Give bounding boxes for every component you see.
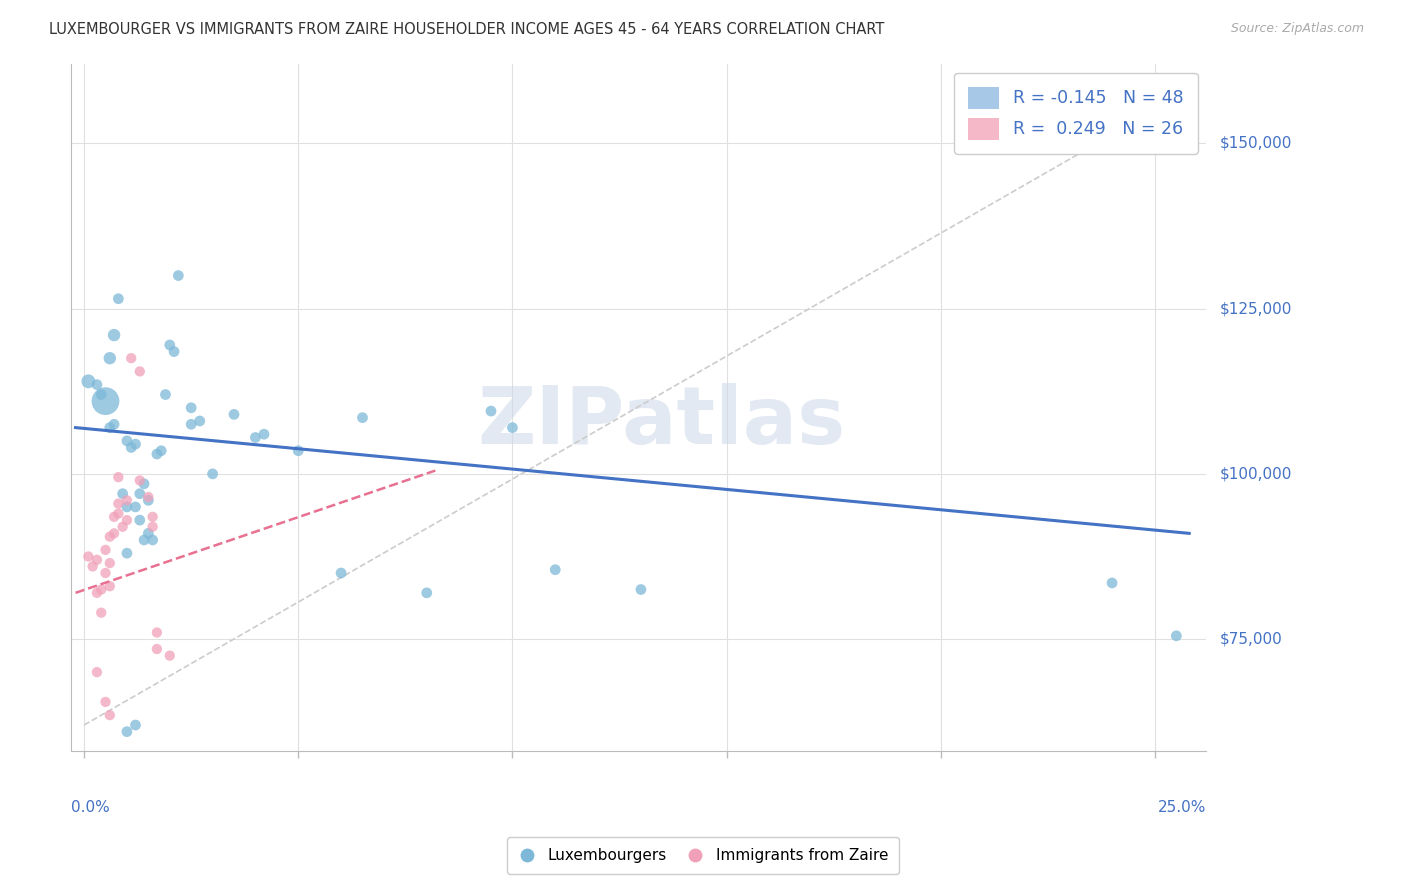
Point: [1101, 576, 1123, 591]
Point: [98, 708, 121, 723]
Point: [124, 437, 146, 451]
Point: [103, 526, 125, 541]
Point: [94, 695, 117, 709]
Legend: R = -0.145   N = 48, R =  0.249   N = 26: R = -0.145 N = 48, R = 0.249 N = 26: [955, 73, 1198, 153]
Text: 25.0%: 25.0%: [1159, 799, 1206, 814]
Point: [103, 509, 125, 524]
Point: [180, 401, 202, 415]
Point: [287, 443, 309, 458]
Point: [142, 509, 165, 524]
Point: [111, 486, 134, 500]
Point: [98, 579, 121, 593]
Text: $125,000: $125,000: [1220, 301, 1292, 316]
Point: [167, 268, 190, 283]
Point: [77, 549, 100, 564]
Point: [479, 404, 502, 418]
Point: [120, 441, 142, 455]
Text: LUXEMBOURGER VS IMMIGRANTS FROM ZAIRE HOUSEHOLDER INCOME AGES 45 - 64 YEARS CORR: LUXEMBOURGER VS IMMIGRANTS FROM ZAIRE HO…: [49, 22, 884, 37]
Text: Source: ZipAtlas.com: Source: ZipAtlas.com: [1230, 22, 1364, 36]
Point: [94, 394, 117, 409]
Point: [82, 559, 104, 574]
Point: [128, 486, 150, 500]
Text: $100,000: $100,000: [1220, 467, 1292, 482]
Point: [128, 364, 150, 378]
Point: [94, 542, 117, 557]
Point: [501, 420, 523, 434]
Point: [132, 533, 155, 547]
Point: [111, 520, 134, 534]
Point: [98, 351, 121, 366]
Point: [115, 724, 138, 739]
Text: $150,000: $150,000: [1220, 136, 1292, 151]
Point: [155, 387, 177, 401]
Point: [90, 606, 112, 620]
Point: [94, 566, 117, 580]
Point: [124, 718, 146, 732]
Point: [98, 556, 121, 570]
Point: [138, 526, 160, 541]
Point: [90, 387, 112, 401]
Point: [188, 414, 211, 428]
Point: [330, 566, 353, 580]
Point: [86, 586, 108, 600]
Point: [245, 430, 267, 444]
Point: [103, 328, 125, 343]
Point: [98, 530, 121, 544]
Point: [132, 476, 155, 491]
Point: [159, 648, 181, 663]
Point: [107, 507, 129, 521]
Point: [201, 467, 224, 481]
Point: [128, 513, 150, 527]
Point: [253, 427, 276, 442]
Point: [107, 497, 129, 511]
Point: [90, 582, 112, 597]
Point: [159, 338, 181, 352]
Point: [120, 351, 142, 366]
Point: [150, 443, 173, 458]
Point: [86, 553, 108, 567]
Text: 0.0%: 0.0%: [72, 799, 110, 814]
Point: [1166, 629, 1188, 643]
Point: [115, 500, 138, 514]
Point: [146, 625, 169, 640]
Point: [544, 563, 567, 577]
Point: [222, 408, 245, 422]
Point: [115, 493, 138, 508]
Point: [630, 582, 652, 597]
Point: [416, 586, 439, 600]
Point: [138, 493, 160, 508]
Point: [107, 292, 129, 306]
Point: [115, 513, 138, 527]
Point: [98, 420, 121, 434]
Point: [142, 533, 165, 547]
Point: [115, 434, 138, 448]
Point: [124, 500, 146, 514]
Legend: Luxembourgers, Immigrants from Zaire: Luxembourgers, Immigrants from Zaire: [506, 838, 900, 873]
Text: $75,000: $75,000: [1220, 632, 1282, 647]
Point: [146, 642, 169, 657]
Point: [180, 417, 202, 432]
Point: [115, 546, 138, 560]
Point: [138, 490, 160, 504]
Point: [163, 344, 186, 359]
Point: [77, 375, 100, 389]
Point: [352, 410, 374, 425]
Point: [107, 470, 129, 484]
Point: [142, 520, 165, 534]
Text: ZIPatlas: ZIPatlas: [478, 383, 845, 460]
Point: [128, 474, 150, 488]
Point: [103, 417, 125, 432]
Point: [146, 447, 169, 461]
Point: [86, 665, 108, 680]
Point: [86, 377, 108, 392]
